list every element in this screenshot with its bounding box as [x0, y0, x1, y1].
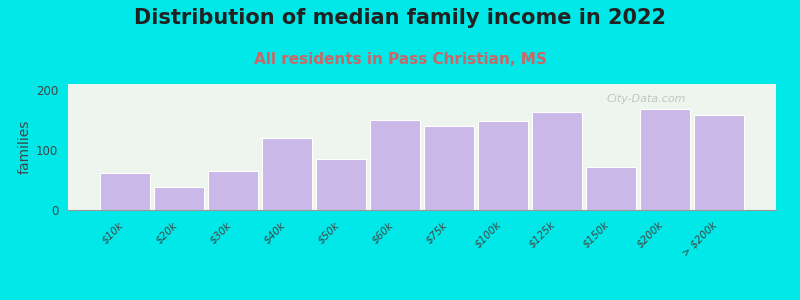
Bar: [478, 121, 528, 210]
Bar: [424, 126, 474, 210]
Bar: [100, 173, 150, 210]
Bar: [370, 120, 420, 210]
Text: All residents in Pass Christian, MS: All residents in Pass Christian, MS: [254, 52, 546, 68]
Bar: [154, 187, 204, 210]
Bar: [262, 138, 312, 210]
Bar: [640, 109, 690, 210]
Bar: [208, 171, 258, 210]
Bar: [586, 167, 636, 210]
Bar: [532, 112, 582, 210]
Bar: [316, 159, 366, 210]
Text: City-Data.com: City-Data.com: [606, 94, 686, 104]
Text: Distribution of median family income in 2022: Distribution of median family income in …: [134, 8, 666, 28]
Y-axis label: families: families: [18, 120, 32, 174]
Bar: [694, 115, 744, 210]
